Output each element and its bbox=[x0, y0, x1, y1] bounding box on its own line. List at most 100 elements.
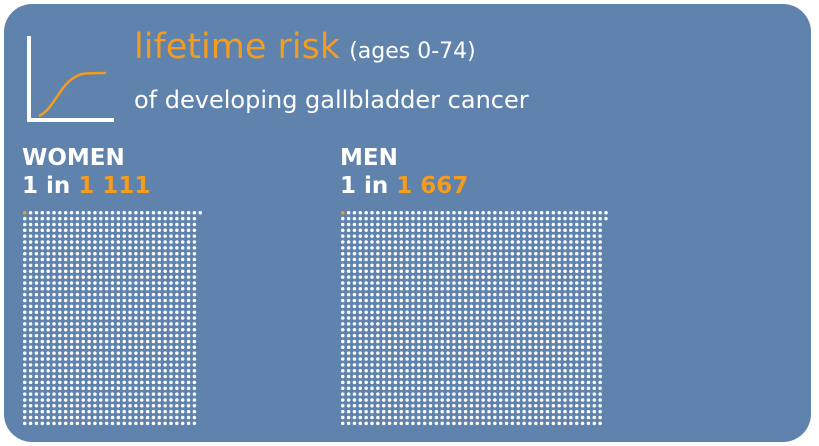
women-person-dot bbox=[169, 246, 173, 250]
men-person-dot bbox=[411, 257, 415, 262]
women-person-dot bbox=[81, 263, 85, 268]
men-person-dot bbox=[504, 298, 509, 303]
men-person-dot bbox=[376, 298, 380, 303]
men-person-dot bbox=[481, 211, 485, 215]
men-person-dot bbox=[580, 292, 585, 297]
men-person-dot bbox=[417, 304, 421, 309]
men-person-dot bbox=[358, 357, 363, 361]
men-person-dot bbox=[493, 292, 497, 297]
men-person-dot bbox=[575, 339, 579, 344]
men-person-dot bbox=[346, 211, 351, 215]
men-person-dot bbox=[358, 263, 363, 268]
men-person-dot bbox=[352, 322, 357, 326]
men-person-dot bbox=[346, 322, 351, 326]
women-person-dot bbox=[192, 339, 197, 344]
women-person-dot bbox=[93, 310, 97, 314]
men-person-dot bbox=[422, 216, 427, 221]
women-person-dot bbox=[75, 333, 80, 338]
women-person-dot bbox=[175, 380, 179, 385]
women-person-dot bbox=[40, 386, 45, 390]
women-person-dot bbox=[186, 216, 191, 221]
chart-title: lifetime risk (ages 0-74) bbox=[134, 30, 476, 65]
women-person-dot bbox=[169, 392, 173, 396]
men-person-dot bbox=[598, 392, 602, 396]
women-person-dot bbox=[169, 386, 173, 390]
women-person-dot bbox=[116, 333, 121, 338]
men-person-dot bbox=[534, 240, 538, 244]
women-person-dot bbox=[122, 222, 126, 227]
women-person-dot bbox=[163, 380, 167, 385]
men-person-dot bbox=[528, 392, 532, 396]
women-person-dot bbox=[28, 298, 33, 303]
men-person-dot bbox=[493, 386, 497, 390]
men-person-dot bbox=[498, 287, 503, 291]
women-person-dot bbox=[81, 251, 85, 256]
men-person-dot bbox=[381, 263, 386, 268]
men-person-dot bbox=[463, 386, 468, 390]
men-person-dot bbox=[381, 392, 386, 396]
men-person-dot bbox=[545, 211, 550, 215]
men-person-dot bbox=[487, 251, 491, 256]
men-person-dot bbox=[557, 310, 561, 314]
men-person-dot bbox=[592, 304, 597, 309]
men-person-dot bbox=[475, 287, 480, 291]
men-person-dot bbox=[493, 392, 497, 396]
women-person-dot bbox=[163, 351, 167, 355]
women-person-dot bbox=[134, 292, 138, 297]
men-person-dot bbox=[376, 357, 380, 361]
women-person-dot bbox=[175, 363, 179, 367]
men-person-dot bbox=[352, 292, 357, 297]
men-person-dot bbox=[364, 333, 368, 338]
women-person-dot bbox=[157, 246, 162, 250]
men-person-dot bbox=[539, 345, 544, 350]
women-person-dot bbox=[81, 339, 85, 344]
men-person-dot bbox=[422, 263, 427, 268]
men-person-dot bbox=[475, 421, 480, 426]
men-person-dot bbox=[516, 322, 520, 326]
women-person-dot bbox=[186, 374, 191, 379]
women-person-dot bbox=[34, 328, 39, 332]
women-person-dot bbox=[175, 386, 179, 390]
men-person-dot bbox=[569, 398, 573, 402]
men-person-dot bbox=[452, 287, 456, 291]
women-person-dot bbox=[122, 292, 126, 297]
men-person-dot bbox=[440, 380, 444, 385]
men-person-dot bbox=[428, 211, 433, 215]
women-person-dot bbox=[186, 246, 191, 250]
men-person-dot bbox=[569, 386, 573, 390]
men-person-dot bbox=[346, 409, 351, 414]
men-person-dot bbox=[370, 281, 374, 285]
men-person-dot bbox=[381, 380, 386, 385]
women-person-dot bbox=[163, 310, 167, 314]
women-person-dot bbox=[93, 257, 97, 262]
men-person-dot bbox=[352, 357, 357, 361]
men-person-dot bbox=[463, 246, 468, 250]
women-person-dot bbox=[52, 287, 56, 291]
men-person-dot bbox=[493, 246, 497, 250]
men-person-dot bbox=[387, 251, 392, 256]
women-person-dot bbox=[140, 328, 144, 332]
women-person-dot bbox=[81, 275, 85, 279]
women-person-dot bbox=[28, 374, 33, 379]
men-person-dot bbox=[370, 298, 374, 303]
men-person-dot bbox=[598, 228, 602, 233]
men-person-dot bbox=[487, 392, 491, 396]
women-person-dot bbox=[58, 386, 62, 390]
men-person-dot bbox=[604, 211, 608, 215]
women-person-dot bbox=[134, 404, 138, 408]
men-person-dot bbox=[598, 386, 602, 390]
men-person-dot bbox=[498, 316, 503, 320]
men-person-dot bbox=[510, 357, 515, 361]
men-person-dot bbox=[557, 404, 561, 408]
men-person-dot bbox=[569, 257, 573, 262]
women-person-dot bbox=[40, 374, 45, 379]
men-person-dot bbox=[417, 374, 421, 379]
men-person-dot bbox=[481, 298, 485, 303]
women-person-dot bbox=[52, 339, 56, 344]
men-person-dot bbox=[440, 287, 444, 291]
men-person-dot bbox=[487, 316, 491, 320]
women-person-dot bbox=[169, 263, 173, 268]
men-person-dot bbox=[446, 386, 450, 390]
women-person-dot bbox=[63, 339, 68, 344]
women-person-dot bbox=[93, 216, 97, 221]
